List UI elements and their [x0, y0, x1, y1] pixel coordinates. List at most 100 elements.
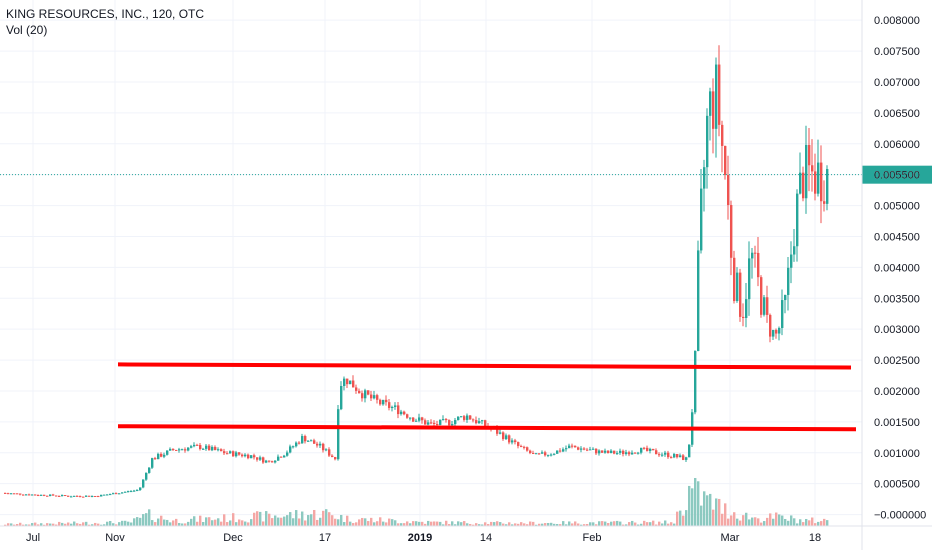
- volume-bar: [190, 518, 193, 526]
- candle-body: [67, 495, 70, 497]
- candle-body: [544, 452, 547, 456]
- candle-body: [649, 448, 652, 451]
- candle-body: [715, 64, 718, 129]
- price-tick-label: 0.000500: [874, 479, 920, 491]
- candle-body: [40, 494, 43, 496]
- candle-body: [175, 449, 178, 451]
- volume-bar: [418, 521, 421, 526]
- candle-body: [613, 450, 616, 454]
- volume-bar: [586, 524, 589, 526]
- candle-body: [205, 445, 208, 449]
- volume-bar: [286, 515, 289, 526]
- price-tick-label: 0.001500: [874, 417, 920, 429]
- volume-bar: [517, 523, 520, 526]
- candle-body: [616, 452, 619, 454]
- volume-bar: [550, 522, 553, 526]
- volume-bar: [427, 520, 430, 526]
- candle-body: [235, 452, 238, 457]
- candle-body: [448, 420, 451, 426]
- candle-body: [331, 455, 334, 458]
- volume-bar: [358, 519, 361, 526]
- volume-bar: [457, 521, 460, 526]
- volume-bar: [391, 519, 394, 526]
- candle-body: [79, 496, 82, 498]
- candle-body: [595, 448, 598, 454]
- volume-bar: [202, 521, 205, 526]
- candle-body: [580, 448, 583, 450]
- volume-bar: [724, 503, 727, 526]
- candle-body: [703, 167, 706, 189]
- volume-bar: [181, 523, 184, 526]
- volume-bar: [685, 510, 688, 526]
- candle-body: [157, 453, 160, 460]
- volume-bar: [571, 523, 574, 526]
- volume-bar: [703, 491, 706, 526]
- candle-body: [796, 193, 799, 247]
- volume-bar: [73, 521, 76, 526]
- candle-body: [619, 450, 622, 453]
- volume-bar: [436, 521, 439, 526]
- candle-body: [700, 188, 703, 251]
- candle-body: [142, 479, 145, 488]
- symbol-title[interactable]: KING RESOURCES, INC., 120, OTC: [6, 7, 205, 21]
- volume-bar: [736, 518, 739, 526]
- candle-body: [361, 393, 364, 399]
- volume-bar: [241, 520, 244, 526]
- volume-bar: [7, 523, 10, 526]
- volume-bar: [259, 511, 262, 526]
- volume-bar: [433, 521, 436, 526]
- volume-bar: [568, 521, 571, 526]
- volume-indicator-label[interactable]: Vol (20): [6, 23, 48, 37]
- volume-bar: [778, 514, 781, 526]
- volume-bar: [256, 511, 259, 526]
- volume-bar: [589, 522, 592, 526]
- candle-body: [52, 494, 55, 496]
- candle-body: [355, 387, 358, 391]
- volume-bar: [349, 521, 352, 526]
- candle-body: [718, 64, 721, 125]
- volume-bar: [751, 517, 754, 526]
- volume-bar: [481, 524, 484, 526]
- candle-body: [817, 162, 820, 194]
- candle-body: [814, 171, 817, 194]
- volume-bar: [763, 521, 766, 526]
- candle-body: [496, 428, 499, 434]
- volume-bar: [298, 518, 301, 526]
- volume-bar: [31, 523, 34, 526]
- volume-bar: [82, 522, 85, 526]
- time-tick-label: 14: [480, 532, 492, 544]
- price-tick-label: 0.006000: [874, 139, 920, 151]
- candle-body: [607, 450, 610, 454]
- candle-body: [739, 272, 742, 317]
- candle-body: [712, 91, 715, 129]
- candle-body: [94, 495, 97, 497]
- volume-bar: [28, 524, 31, 526]
- candle-body: [460, 416, 463, 418]
- volume-bar: [730, 515, 733, 526]
- candle-body: [409, 417, 412, 419]
- volume-bar: [802, 522, 805, 526]
- candle-body: [631, 452, 634, 455]
- volume-bar: [250, 519, 253, 526]
- candle-body: [109, 494, 112, 496]
- trend-lines[interactable]: [117, 362, 857, 432]
- last-price-tag: [862, 165, 932, 184]
- candle-body: [172, 448, 175, 450]
- candle-body: [826, 168, 829, 204]
- candle-body: [478, 421, 481, 424]
- candle-body: [391, 406, 394, 408]
- candle-body: [646, 447, 649, 451]
- time-tick-label: Jul: [26, 532, 40, 544]
- candle-body: [592, 448, 595, 450]
- price-axis[interactable]: 0.008000 0.007500 0.007000 0.006500 0.006000…: [874, 15, 926, 521]
- candle-body: [457, 416, 460, 421]
- time-axis[interactable]: Jul Nov Dec 17 2019 14 Feb Mar 18: [26, 532, 821, 544]
- volume-bar: [631, 520, 634, 526]
- candle-body: [505, 435, 508, 440]
- candle-body: [502, 432, 505, 440]
- volume-bar: [697, 481, 700, 526]
- candle-body: [688, 444, 691, 458]
- candle-body: [571, 445, 574, 447]
- volume-bar: [205, 517, 208, 526]
